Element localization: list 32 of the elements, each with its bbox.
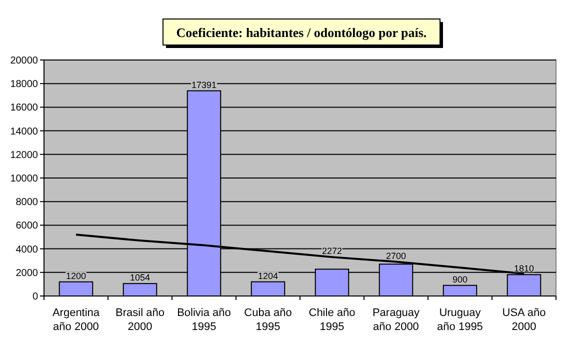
y-tick-label: 0: [32, 292, 38, 302]
x-tick-label: Argentina año 2000: [52, 307, 100, 333]
bar: [250, 281, 286, 296]
y-tick-label: 10000: [10, 174, 38, 184]
y-tick-label: 18000: [10, 79, 38, 90]
y-tick-label: 16000: [10, 102, 38, 114]
x-tick-label: USA año 2000: [502, 307, 546, 333]
y-tick-label: 20000: [10, 56, 38, 66]
y-tick-label: 2000: [16, 268, 38, 279]
x-tick-label: Bolivia año 1995: [177, 307, 231, 333]
x-tick-label: Cuba año 1995: [244, 307, 292, 333]
data-label: 1200: [66, 270, 86, 281]
data-label: 1810: [514, 264, 534, 274]
data-label: 2272: [322, 246, 342, 256]
bar: [58, 281, 94, 296]
x-tick-label: Brasil año 2000: [116, 307, 164, 333]
y-tick-label: 6000: [16, 220, 38, 232]
data-label: 1054: [130, 272, 150, 283]
data-label: 17391: [191, 80, 217, 90]
data-label: 2700: [386, 250, 406, 261]
bar: [122, 283, 158, 296]
x-tick-label: Paraguay año 2000: [372, 307, 420, 333]
x-tick-label: Uruguay año 1995: [437, 307, 483, 333]
y-tick-label: 8000: [16, 197, 38, 208]
data-label: 900: [452, 274, 468, 284]
y-tick-label: 14000: [10, 126, 38, 138]
data-label: 1204: [258, 270, 278, 281]
chart-title: Coeficiente: habitantes / odontólogo por país.: [176, 25, 427, 40]
x-tick-label: Chile año 1995: [308, 307, 356, 333]
y-tick-label: 12000: [10, 150, 38, 161]
bar: [442, 284, 478, 296]
y-tick-label: 4000: [16, 244, 38, 256]
